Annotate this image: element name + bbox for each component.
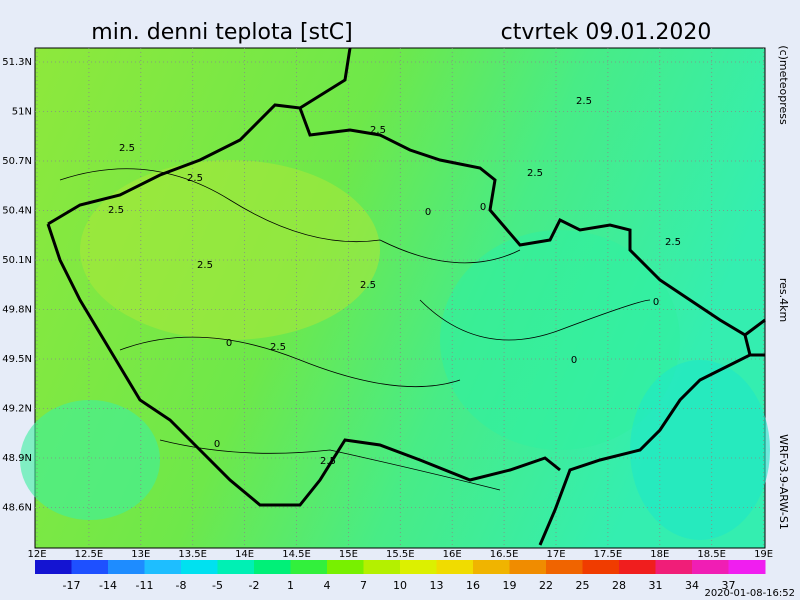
lon-label: 15E <box>339 549 358 560</box>
lon-label: 17E <box>546 549 565 560</box>
contour-label: 2.5 <box>360 280 376 291</box>
legend-swatch <box>217 560 255 574</box>
lon-label: 16E <box>443 549 462 560</box>
grid <box>35 48 765 548</box>
warm-area <box>80 160 380 340</box>
legend-swatch <box>728 560 766 574</box>
lat-label: 48.9N <box>2 453 32 464</box>
legend-swatch <box>108 560 145 574</box>
legend-label: -2 <box>249 579 260 592</box>
legend-label: 34 <box>685 579 699 592</box>
legend-label: -8 <box>176 579 187 592</box>
contour-label: 0 <box>226 338 232 349</box>
lon-label: 18E <box>650 549 669 560</box>
model: WRFv3.9-ARW-S1 <box>777 434 790 530</box>
contour-label: 2.5 <box>370 125 386 136</box>
legend-swatch <box>35 560 72 574</box>
lon-label: 12E <box>27 549 46 560</box>
lat-label: 49.5N <box>2 354 32 365</box>
contour-label: 2.5 <box>187 173 203 184</box>
legend-label: 31 <box>649 579 663 592</box>
legend-label: 28 <box>612 579 626 592</box>
lon-label: 17.5E <box>594 549 623 560</box>
legend-label: -14 <box>99 579 117 592</box>
legend-label: 1 <box>287 579 294 592</box>
legend-label: 10 <box>393 579 407 592</box>
lat-label: 48.6N <box>2 503 32 514</box>
cold-area <box>440 230 680 450</box>
legend-swatch <box>619 560 656 574</box>
lat-label: 51.3N <box>2 57 32 68</box>
legend-label: -5 <box>212 579 223 592</box>
legend-label: 22 <box>539 579 553 592</box>
legend-swatch <box>363 560 401 574</box>
legend-label: 37 <box>722 579 736 592</box>
legend-swatch <box>144 560 182 574</box>
contour-label: 2.5 <box>320 456 336 467</box>
contour-label: 2.5 <box>197 260 213 271</box>
legend-swatch <box>582 560 620 574</box>
lon-label: 15.5E <box>386 549 415 560</box>
map <box>20 47 770 549</box>
lon-label: 16.5E <box>490 549 519 560</box>
legend-swatch <box>71 560 109 574</box>
lon-label: 14.5E <box>282 549 311 560</box>
legend-label: 7 <box>360 579 367 592</box>
lat-label: 50.1N <box>2 255 32 266</box>
legend-swatch <box>509 560 547 574</box>
contour-label: 2.5 <box>119 143 135 154</box>
cold-area <box>20 400 160 520</box>
date: ctvrtek 09.01.2020 <box>501 20 712 45</box>
lon-label: 13.5E <box>178 549 207 560</box>
contour-label: 0 <box>425 207 431 218</box>
legend-label: -17 <box>63 579 81 592</box>
contour-label: 0 <box>480 202 486 213</box>
legend-swatch <box>254 560 291 574</box>
lat-label: 49.2N <box>2 404 32 415</box>
contour-label: 0 <box>214 439 220 450</box>
legend-swatch <box>181 560 218 574</box>
legend-swatch <box>546 560 583 574</box>
cold-area <box>630 360 770 540</box>
lat-label: 51N <box>12 107 32 118</box>
legend-label: 16 <box>466 579 480 592</box>
border <box>46 47 766 546</box>
contour-label: 0 <box>571 355 577 366</box>
contour-label: 2.5 <box>665 237 681 248</box>
legend-swatch <box>655 560 693 574</box>
contour-label: 2.5 <box>108 205 124 216</box>
lon-label: 19E <box>754 549 773 560</box>
lon-label: 18.5E <box>697 549 726 560</box>
lon-label: 12.5E <box>75 549 104 560</box>
legend-swatch <box>400 560 437 574</box>
legend-swatch <box>692 560 729 574</box>
contour-label: 2.5 <box>270 342 286 353</box>
contour-label: 2.5 <box>527 168 543 179</box>
contour-label: 0 <box>653 297 659 308</box>
legend-label: 4 <box>324 579 331 592</box>
legend-swatch <box>327 560 364 574</box>
copyright: (c)meteopress <box>777 45 790 125</box>
legend-swatch <box>436 560 474 574</box>
legend-swatch <box>473 560 510 574</box>
legend-label: 13 <box>430 579 444 592</box>
contour <box>59 168 651 491</box>
contour-label: 2.5 <box>576 96 592 107</box>
legend-label: 19 <box>503 579 517 592</box>
lat-label: 50.7N <box>2 156 32 167</box>
legend-label: -11 <box>136 579 154 592</box>
legend-swatch <box>290 560 328 574</box>
lon-label: 13E <box>131 549 150 560</box>
lat-label: 50.4N <box>2 206 32 217</box>
resolution: res.4km <box>777 278 790 322</box>
title: min. denni teplota [stC] <box>91 20 352 45</box>
timestamp: 2020-01-08-16:52 <box>704 588 795 599</box>
legend-label: 25 <box>576 579 590 592</box>
lon-label: 14E <box>235 549 254 560</box>
lat-label: 49.8N <box>2 305 32 316</box>
